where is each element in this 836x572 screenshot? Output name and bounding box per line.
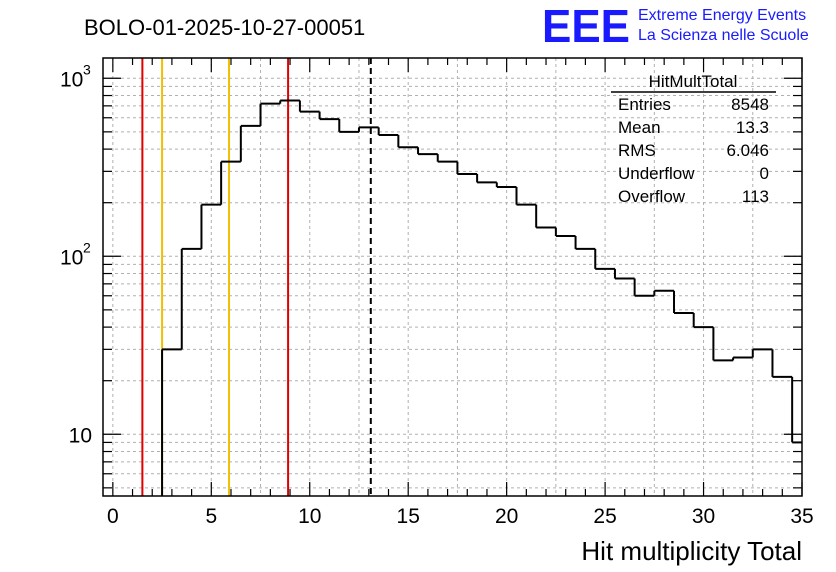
- plot-border: [102, 57, 803, 497]
- x-tick-label: 15: [397, 505, 420, 528]
- histogram-bins: [161, 99, 802, 496]
- x-tick-label: 25: [593, 505, 616, 528]
- x-tick-label: 5: [205, 505, 217, 528]
- stat-value: 113: [742, 187, 769, 206]
- plot-frame: [102, 57, 803, 497]
- eee-logo: EEE Extreme Energy Events La Scienza nel…: [542, 0, 809, 52]
- stat-value: 13.3: [736, 118, 769, 137]
- x-axis-label: Hit multiplicity Total: [581, 536, 802, 566]
- y-tick-exponent: 3: [83, 61, 91, 77]
- y-tick-label: 10: [60, 246, 83, 269]
- x-tick-label: 20: [495, 505, 518, 528]
- x-tick-label: 30: [692, 505, 715, 528]
- y-tick-label: 10: [60, 68, 83, 91]
- stat-label: Entries: [618, 95, 671, 114]
- stats-box: HitMultTotal Entries 8548 Mean 13.3 RMS 6.046…: [611, 72, 776, 206]
- stat-label: Mean: [618, 118, 661, 137]
- stat-label: RMS: [618, 141, 656, 160]
- stats-name: HitMultTotal: [649, 72, 738, 91]
- axis-ticks: [103, 58, 803, 496]
- y-tick-label: 10: [69, 424, 92, 447]
- stat-label: Underflow: [618, 164, 695, 183]
- stats-rows: Entries 8548 Mean 13.3 RMS 6.046 Underflow 0 Ove…: [618, 95, 769, 206]
- x-tick-label: 0: [107, 505, 119, 528]
- y-tick-exponent: 2: [83, 239, 91, 255]
- stat-label: Overflow: [618, 187, 686, 206]
- marker-lines: [141, 58, 372, 496]
- stat-value: 6.046: [726, 141, 769, 160]
- chart-title: BOLO-01-2025-10-27-00051: [84, 15, 365, 40]
- x-tick-label: 10: [298, 505, 321, 528]
- stat-value: 8548: [731, 95, 769, 114]
- x-tick-label: 35: [790, 505, 813, 528]
- grid: [103, 58, 803, 496]
- x-tick-labels: 0 5 10 15 20 25 30 35: [107, 505, 814, 528]
- logo-line1: Extreme Energy Events: [638, 7, 806, 24]
- stat-value: 0: [760, 164, 769, 183]
- logo-text: EEE: [542, 0, 630, 52]
- logo-line2: La Scienza nelle Scuole: [638, 27, 809, 44]
